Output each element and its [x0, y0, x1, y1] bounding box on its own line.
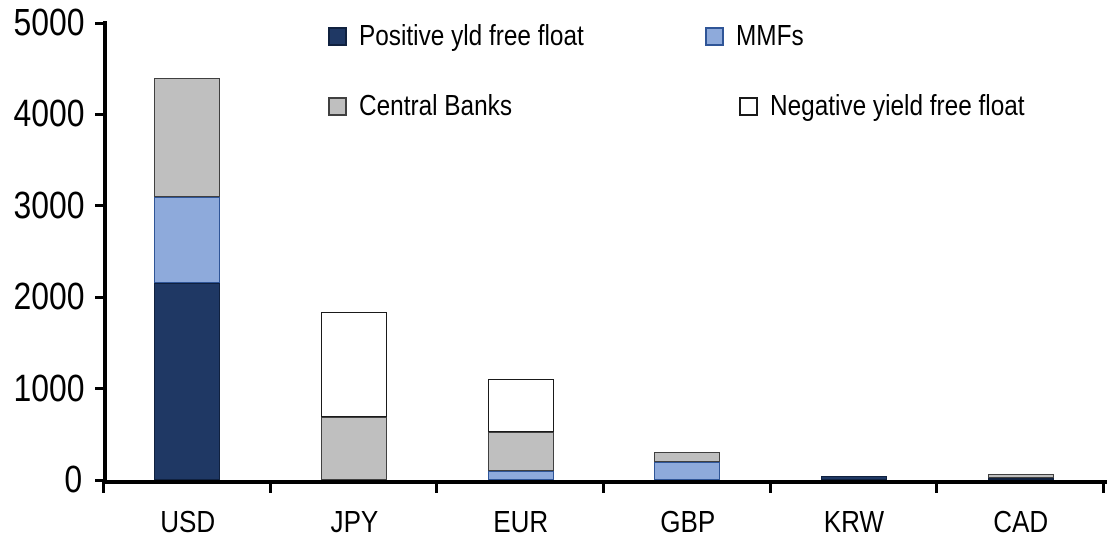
- x-tick-4: [768, 481, 772, 493]
- legend-swatch-mmfs-icon: [705, 26, 724, 46]
- legend-swatch-central-banks-icon: [328, 96, 347, 116]
- legend-item-central-banks: Central Banks: [328, 91, 541, 120]
- x-axis-label-eur: EUR: [451, 506, 591, 537]
- bar-segment-usd-positive-yld-free-float: [154, 283, 221, 480]
- x-axis-label-text: EUR: [493, 504, 549, 539]
- bar-segment-gbp-mmfs: [654, 461, 721, 480]
- x-axis-label-text: CAD: [993, 504, 1049, 539]
- bar-segment-eur-central-banks: [487, 431, 554, 471]
- y-axis-line: [103, 21, 107, 484]
- y-axis-tick-label-text: 4000: [13, 93, 85, 136]
- y-axis-tick-label: 5000: [0, 2, 85, 44]
- x-axis-label-cad: CAD: [951, 506, 1091, 537]
- x-axis-label-usd: USD: [117, 506, 257, 537]
- y-axis-tick-label-text: 1000: [13, 367, 85, 410]
- x-tick-5: [935, 481, 939, 493]
- x-tick-1: [268, 481, 272, 493]
- x-tick-6: [1102, 481, 1105, 493]
- y-tick-2000: [95, 295, 104, 299]
- x-axis-label-jpy: JPY: [284, 506, 424, 537]
- y-axis-tick-label: 4000: [0, 93, 85, 136]
- y-axis-tick-label-text: 3000: [13, 184, 85, 227]
- y-axis-tick-label: 1000: [0, 367, 85, 410]
- y-tick-3000: [95, 204, 104, 208]
- legend-swatch-negative-yield-icon: [739, 96, 758, 116]
- x-axis-label-text: USD: [159, 504, 215, 539]
- y-axis-tick-label: 2000: [0, 276, 85, 319]
- x-tick-0: [102, 481, 105, 493]
- y-axis-tick-label: 0: [0, 461, 82, 499]
- x-tick-3: [602, 481, 605, 493]
- legend-label-positive-yld: Positive yld free float: [359, 19, 584, 52]
- x-axis-line: [103, 480, 1107, 484]
- y-tick-4000: [95, 112, 104, 116]
- legend-item-negative-yield-free-float: Negative yield free float: [739, 91, 1073, 120]
- bar-segment-cad-central-banks: [987, 473, 1054, 478]
- bar-segment-eur-negative-yield-free-float: [487, 378, 554, 432]
- y-tick-5000: [95, 21, 104, 25]
- bar-segment-jpy-central-banks: [321, 416, 387, 480]
- bar-segment-usd-mmfs: [154, 196, 221, 284]
- legend-swatch-positive-yld-icon: [328, 26, 347, 46]
- y-axis-tick-label-text: 2000: [13, 276, 85, 319]
- legend-item-positive-yld-free-float: Positive yld free float: [328, 21, 627, 50]
- legend-label-mmfs: MMFs: [736, 19, 804, 52]
- y-axis-tick-label-text: 0: [64, 459, 82, 501]
- x-axis-label-text: GBP: [659, 504, 715, 539]
- bar-segment-eur-mmfs: [487, 470, 554, 480]
- bar-segment-cad-positive-yld-free-float: [987, 477, 1054, 480]
- x-tick-2: [435, 481, 439, 493]
- bar-segment-usd-central-banks: [154, 77, 221, 197]
- x-axis-label-gbp: GBP: [617, 506, 757, 537]
- legend-label-central-banks: Central Banks: [359, 89, 513, 122]
- x-axis-label-text: KRW: [823, 504, 885, 539]
- y-tick-1000: [95, 387, 104, 391]
- bar-segment-krw-positive-yld-free-float: [821, 476, 887, 480]
- legend-label-negative-yield: Negative yield free float: [770, 89, 1025, 122]
- y-axis-tick-label-text: 5000: [13, 2, 85, 44]
- x-axis-label-krw: KRW: [784, 506, 924, 537]
- y-axis-tick-label: 3000: [0, 184, 85, 227]
- y-tick-0: [95, 478, 104, 482]
- bar-segment-jpy-negative-yield-free-float: [321, 311, 387, 417]
- bar-segment-gbp-central-banks: [654, 451, 721, 462]
- legend-item-mmfs: MMFs: [705, 21, 817, 50]
- x-axis-label-text: JPY: [330, 504, 378, 539]
